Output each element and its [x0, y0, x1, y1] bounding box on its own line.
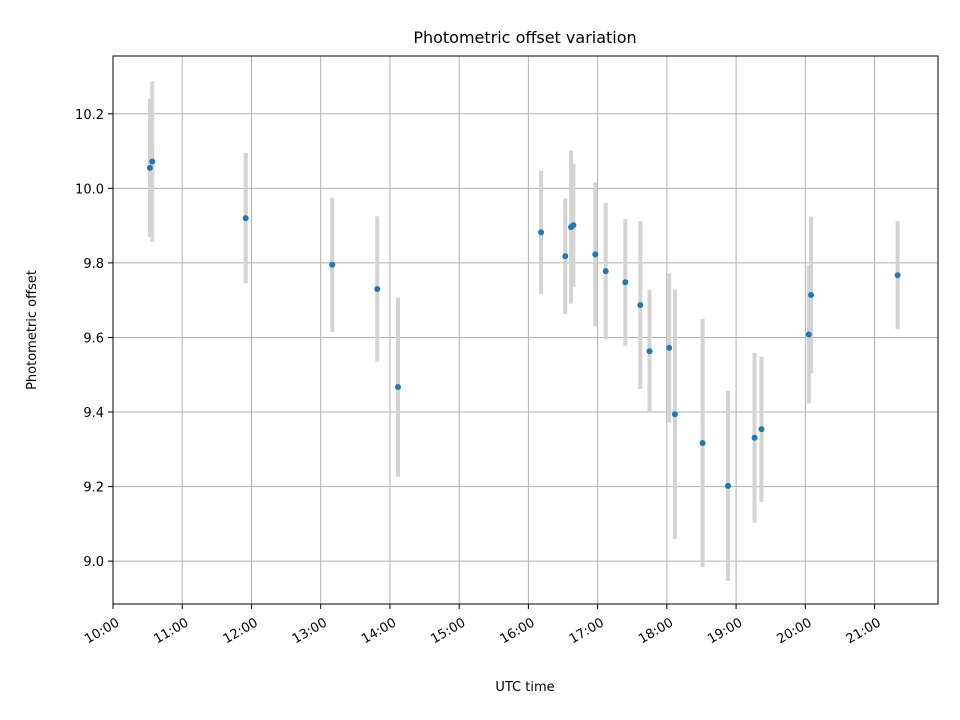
data-point: [646, 348, 653, 355]
data-point: [637, 302, 644, 309]
data-points: [146, 158, 901, 489]
x-axis-label: UTC time: [495, 680, 554, 695]
data-point: [570, 222, 577, 229]
plot-frame: [112, 55, 939, 605]
data-point: [602, 268, 609, 275]
grid: [112, 56, 938, 604]
data-point: [666, 344, 673, 351]
data-point: [671, 411, 678, 418]
data-point: [805, 331, 812, 338]
y-tick-label: 9.6: [83, 331, 104, 346]
y-tick-label: 9.8: [83, 257, 104, 272]
data-point: [395, 384, 401, 391]
data-point: [758, 426, 765, 433]
data-point: [374, 285, 381, 292]
data-point: [149, 158, 156, 165]
data-point: [751, 434, 758, 441]
chart-title: Photometric offset variation: [413, 28, 636, 47]
data-point: [808, 291, 815, 298]
data-point: [725, 482, 731, 489]
data-point: [562, 253, 569, 260]
y-tick-label: 9.2: [83, 481, 104, 496]
data-point: [329, 261, 336, 268]
data-point: [146, 164, 153, 171]
data-point: [242, 215, 249, 222]
y-tick-label: 10.0: [75, 182, 104, 197]
data-point: [699, 439, 706, 446]
y-tick-label: 10.2: [75, 108, 104, 123]
y-axis: 9.0 9.2 9.4 9.6 9.8 10.0 10.2: [75, 108, 113, 570]
data-point: [538, 229, 545, 236]
y-tick-label: 9.0: [83, 555, 104, 570]
y-tick-label: 9.4: [83, 406, 104, 421]
data-point: [894, 272, 901, 279]
y-axis-label: Photometric offset: [25, 270, 40, 390]
data-point: [622, 279, 629, 286]
data-point: [592, 251, 599, 258]
